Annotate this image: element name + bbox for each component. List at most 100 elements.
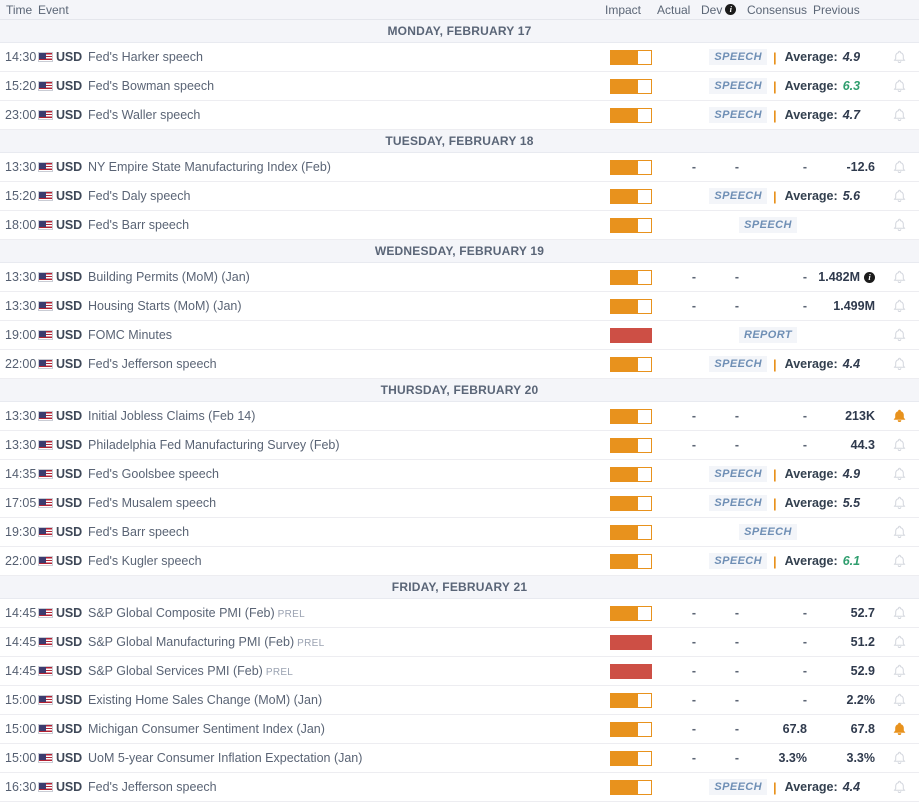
event-name[interactable]: Fed's Musalem speech [88,496,217,510]
event-name[interactable]: Philadelphia Fed Manufacturing Survey (F… [88,438,340,452]
event-row[interactable]: 13:30 USD Housing Starts (MoM) (Jan) - - - 1.4… [0,292,919,321]
alert-bell-icon[interactable] [893,160,906,174]
alert-bell-icon[interactable] [893,722,906,736]
alert-cell[interactable] [879,693,919,707]
alert-bell-icon[interactable] [893,467,906,481]
column-header-event[interactable]: Event [38,2,69,17]
info-icon[interactable]: i [725,4,737,15]
alert-cell[interactable] [879,79,919,93]
column-header-previous[interactable]: Previous [813,2,860,17]
alert-bell-icon[interactable] [893,328,906,342]
alert-cell[interactable] [879,218,919,232]
event-row[interactable]: 19:00 USD FOMC Minutes REPORT [0,321,919,350]
event-name[interactable]: Building Permits (MoM) (Jan) [88,270,250,284]
event-name[interactable]: S&P Global Manufacturing PMI (Feb) PREL [88,635,325,649]
alert-cell[interactable] [879,780,919,794]
event-row[interactable]: 13:30 USD Building Permits (MoM) (Jan) - - -1… [0,263,919,292]
event-row[interactable]: 13:30 USD Philadelphia Fed Manufacturing S… [0,431,919,460]
alert-cell[interactable] [879,635,919,649]
alert-cell[interactable] [879,467,919,481]
event-name[interactable]: Fed's Waller speech [88,108,201,122]
event-row[interactable]: 13:30 USD Initial Jobless Claims (Feb 14) -… [0,402,919,431]
column-header-impact[interactable]: Impact [605,2,642,17]
alert-bell-icon[interactable] [893,635,906,649]
event-row[interactable]: 15:00 USD Michigan Consumer Sentiment Inde… [0,715,919,744]
event-row[interactable]: 14:30 USD Fed's Harker speech SPEECH | Averag… [0,43,919,72]
event-row[interactable]: 23:00 USD Fed's Waller speech SPEECH | Averag… [0,101,919,130]
alert-cell[interactable] [879,722,919,736]
event-name[interactable]: UoM 5-year Consumer Inflation Expectatio… [88,751,363,765]
alert-cell[interactable] [879,496,919,510]
event-name[interactable]: Existing Home Sales Change (MoM) (Jan) [88,693,323,707]
event-row[interactable]: 14:45 USD S&P Global Composite PMI (Feb) PR… [0,599,919,628]
alert-cell[interactable] [879,160,919,174]
alert-bell-icon[interactable] [893,496,906,510]
alert-cell[interactable] [879,328,919,342]
alert-bell-icon[interactable] [893,79,906,93]
event-name[interactable]: Fed's Daly speech [88,189,191,203]
alert-bell-icon[interactable] [893,751,906,765]
alert-cell[interactable] [879,357,919,371]
event-name[interactable]: S&P Global Composite PMI (Feb) PREL [88,606,305,620]
event-name[interactable]: S&P Global Services PMI (Feb) PREL [88,664,294,678]
column-header-consensus[interactable]: Consensus [747,2,808,17]
alert-bell-icon[interactable] [893,108,906,122]
event-row[interactable]: 22:00 USD Fed's Jefferson speech SPEECH | Ave… [0,350,919,379]
alert-cell[interactable] [879,554,919,568]
alert-bell-icon[interactable] [893,525,906,539]
alert-cell[interactable] [879,751,919,765]
event-row[interactable]: 18:00 USD Fed's Barr speech SPEECH [0,211,919,240]
alert-cell[interactable] [879,438,919,452]
column-header-dev[interactable]: Dev i [701,3,747,17]
alert-bell-icon[interactable] [893,270,906,284]
alert-bell-icon[interactable] [893,693,906,707]
event-row[interactable]: 15:20 USD Fed's Bowman speech SPEECH | Averag… [0,72,919,101]
alert-cell[interactable] [879,299,919,313]
event-row[interactable]: 17:05 USD Fed's Musalem speech SPEECH | Avera… [0,489,919,518]
event-row[interactable]: 14:45 USD S&P Global Services PMI (Feb) PRE… [0,657,919,686]
event-row[interactable]: 14:35 USD Fed's Goolsbee speech SPEECH | Aver… [0,460,919,489]
previous-info-icon[interactable]: i [864,271,875,283]
event-row[interactable]: 16:30 USD Fed's Jefferson speech SPEECH | Ave… [0,773,919,802]
alert-bell-icon[interactable] [893,50,906,64]
alert-cell[interactable] [879,270,919,284]
event-row[interactable]: 13:30 USD NY Empire State Manufacturing In… [0,153,919,182]
event-name[interactable]: Fed's Bowman speech [88,79,215,93]
event-name[interactable]: Fed's Barr speech [88,218,190,232]
column-header-time[interactable]: Time [6,2,33,17]
event-name[interactable]: Initial Jobless Claims (Feb 14) [88,409,256,423]
event-name[interactable]: Fed's Goolsbee speech [88,467,219,481]
event-name[interactable]: Housing Starts (MoM) (Jan) [88,299,242,313]
alert-bell-icon[interactable] [893,357,906,371]
event-row[interactable]: 14:45 USD S&P Global Manufacturing PMI (Fe… [0,628,919,657]
event-row[interactable]: 19:30 USD Fed's Barr speech SPEECH [0,518,919,547]
alert-cell[interactable] [879,606,919,620]
alert-bell-icon[interactable] [893,606,906,620]
event-name[interactable]: Fed's Jefferson speech [88,780,217,794]
alert-cell[interactable] [879,525,919,539]
event-name[interactable]: Fed's Harker speech [88,50,203,64]
alert-bell-icon[interactable] [893,554,906,568]
alert-cell[interactable] [879,50,919,64]
event-row[interactable]: 22:00 USD Fed's Kugler speech SPEECH | Averag… [0,547,919,576]
event-name[interactable]: NY Empire State Manufacturing Index (Feb… [88,160,331,174]
alert-bell-icon[interactable] [893,409,906,423]
alert-cell[interactable] [879,108,919,122]
event-row[interactable]: 15:20 USD Fed's Daly speech SPEECH | Average:… [0,182,919,211]
alert-cell[interactable] [879,189,919,203]
alert-bell-icon[interactable] [893,780,906,794]
alert-bell-icon[interactable] [893,438,906,452]
event-name[interactable]: Fed's Barr speech [88,525,190,539]
column-header-actual[interactable]: Actual [657,2,691,17]
event-name[interactable]: FOMC Minutes [88,328,173,342]
alert-cell[interactable] [879,664,919,678]
event-row[interactable]: 15:00 USD UoM 5-year Consumer Inflation Ex… [0,744,919,773]
event-name[interactable]: Michigan Consumer Sentiment Index (Jan) [88,722,325,736]
event-name[interactable]: Fed's Jefferson speech [88,357,217,371]
alert-bell-icon[interactable] [893,664,906,678]
alert-bell-icon[interactable] [893,189,906,203]
alert-cell[interactable] [879,409,919,423]
alert-bell-icon[interactable] [893,299,906,313]
event-name[interactable]: Fed's Kugler speech [88,554,202,568]
event-row[interactable]: 15:00 USD Existing Home Sales Change (MoM)… [0,686,919,715]
